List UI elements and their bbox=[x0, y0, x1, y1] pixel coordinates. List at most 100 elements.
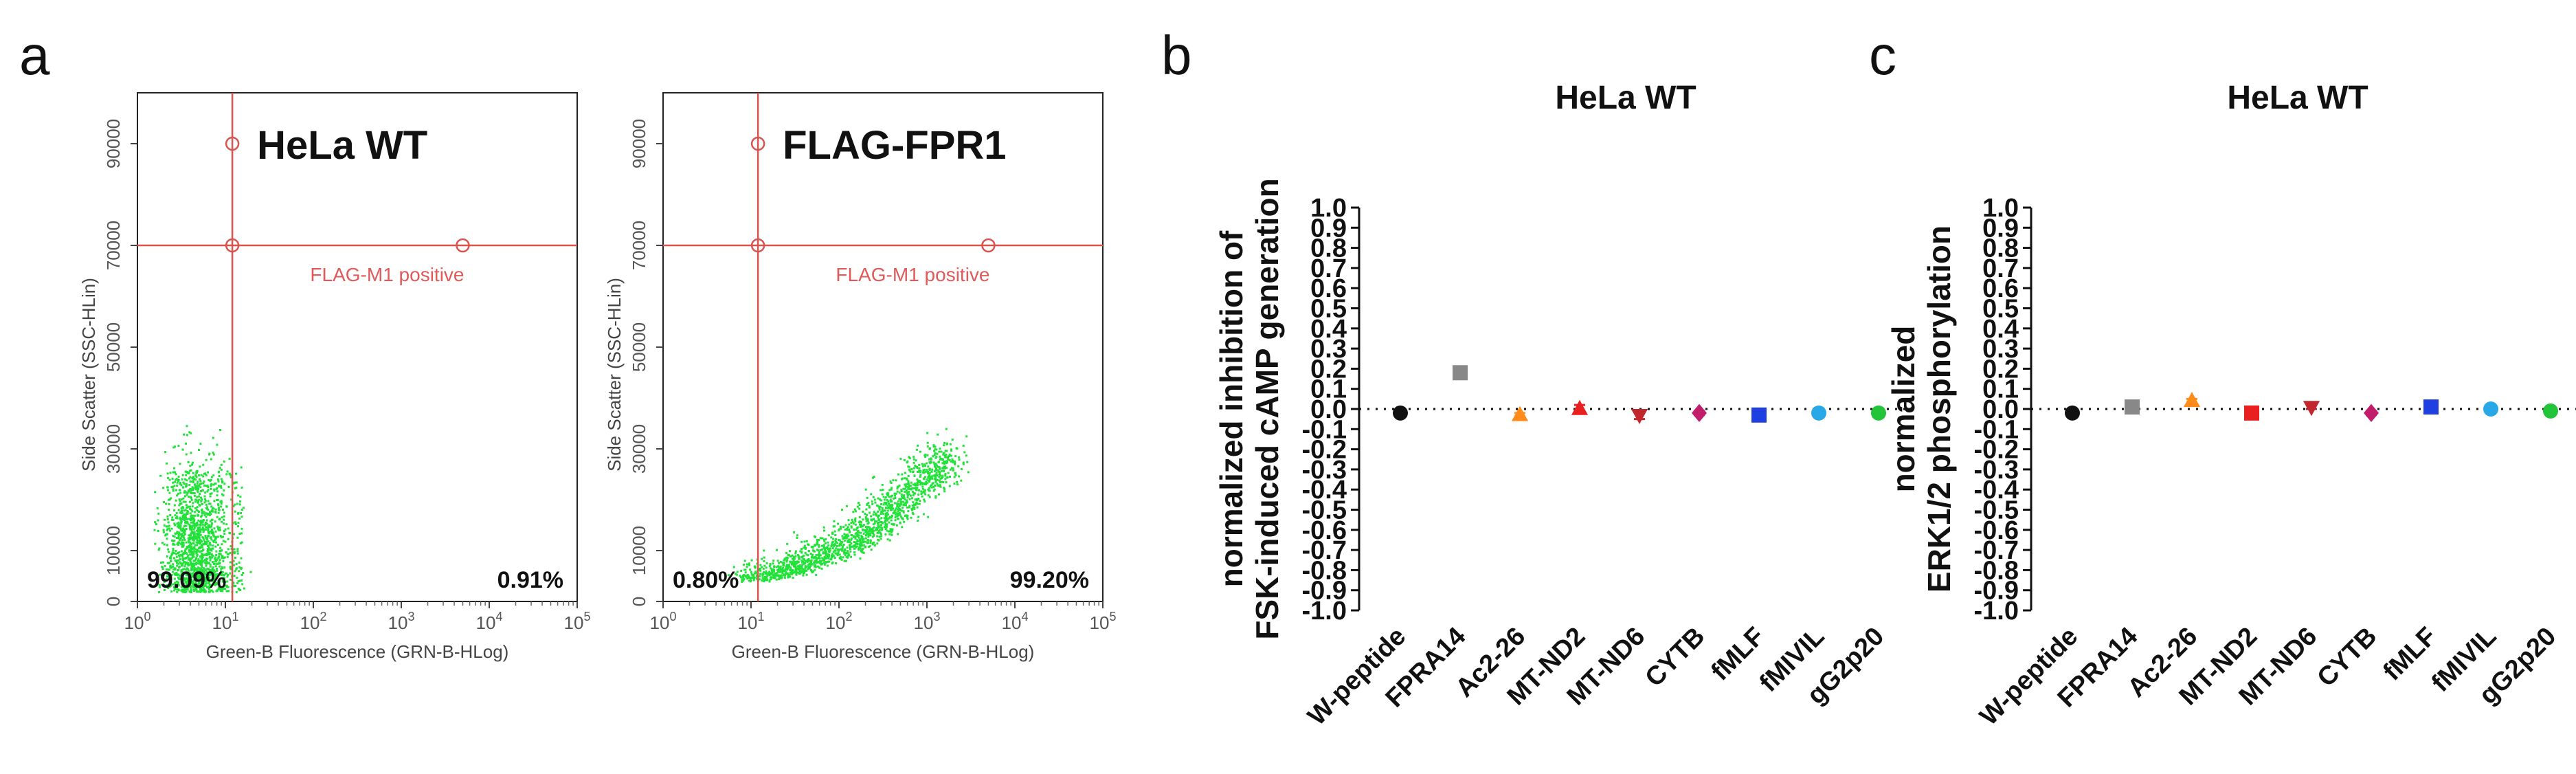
event-dot bbox=[932, 474, 935, 477]
event-dot bbox=[208, 526, 211, 529]
event-dot bbox=[923, 477, 925, 480]
event-dot bbox=[816, 565, 819, 568]
event-dot bbox=[208, 577, 210, 580]
event-dot bbox=[945, 456, 948, 458]
event-dot bbox=[220, 468, 223, 471]
event-dot bbox=[192, 539, 195, 542]
event-dot bbox=[902, 510, 905, 513]
event-dot bbox=[170, 486, 173, 488]
event-dot bbox=[208, 585, 211, 588]
event-dot bbox=[739, 575, 741, 577]
event-dot bbox=[240, 541, 243, 544]
y-tick-label: 50000 bbox=[103, 322, 124, 372]
event-dot bbox=[919, 475, 921, 478]
event-dot bbox=[229, 568, 232, 571]
event-dot bbox=[210, 478, 212, 481]
event-dot bbox=[173, 589, 176, 592]
event-dot bbox=[927, 516, 930, 518]
event-dot bbox=[926, 478, 928, 481]
event-dot bbox=[249, 571, 252, 573]
event-dot bbox=[917, 494, 920, 496]
event-dot bbox=[234, 510, 236, 513]
event-dot bbox=[818, 544, 820, 546]
event-dot bbox=[176, 525, 179, 528]
event-dot bbox=[779, 560, 782, 563]
event-dot bbox=[222, 586, 225, 588]
event-dot bbox=[803, 559, 806, 562]
event-dot bbox=[192, 524, 195, 527]
event-dot bbox=[204, 541, 206, 544]
event-dot bbox=[204, 558, 206, 561]
event-dot bbox=[944, 474, 947, 477]
event-dot bbox=[805, 569, 808, 572]
event-dot bbox=[859, 547, 862, 550]
event-dot bbox=[172, 540, 175, 542]
event-dot bbox=[183, 589, 186, 592]
event-dot bbox=[856, 539, 859, 542]
event-dot bbox=[186, 571, 188, 574]
event-dot bbox=[210, 557, 212, 560]
event-dot bbox=[844, 549, 847, 551]
data-point bbox=[2244, 405, 2259, 421]
event-dot bbox=[196, 506, 199, 509]
event-dot bbox=[220, 478, 223, 480]
event-dot bbox=[794, 550, 797, 553]
event-dot bbox=[197, 578, 200, 581]
event-dot bbox=[216, 478, 219, 480]
event-dot bbox=[197, 571, 199, 573]
event-dot bbox=[847, 554, 849, 557]
event-dot bbox=[208, 584, 211, 586]
event-dot bbox=[174, 559, 177, 562]
event-dot bbox=[930, 475, 933, 478]
event-dot bbox=[192, 514, 194, 517]
event-dot bbox=[953, 483, 956, 485]
y-tick-label: -0.5 bbox=[1974, 496, 2019, 525]
event-dot bbox=[204, 535, 207, 537]
event-dot bbox=[933, 450, 936, 452]
event-dot bbox=[897, 518, 899, 520]
event-dot bbox=[183, 568, 186, 571]
event-dot bbox=[921, 483, 924, 485]
event-dot bbox=[895, 507, 897, 510]
event-dot bbox=[834, 540, 837, 542]
event-dot bbox=[919, 500, 921, 502]
x-tick-label: 105 bbox=[1090, 610, 1117, 633]
event-dot bbox=[912, 494, 915, 496]
event-dot bbox=[165, 525, 168, 528]
event-dot bbox=[833, 520, 836, 522]
event-dot bbox=[194, 548, 197, 551]
event-dot bbox=[923, 472, 926, 474]
event-dot bbox=[840, 509, 843, 511]
event-dot bbox=[900, 490, 903, 493]
event-dot bbox=[179, 491, 182, 494]
event-dot bbox=[811, 571, 814, 574]
event-dot bbox=[960, 467, 963, 470]
event-dot bbox=[931, 468, 934, 471]
event-dot bbox=[207, 513, 209, 516]
event-dot bbox=[891, 487, 893, 489]
event-dot bbox=[815, 554, 818, 557]
y-tick-label: 70000 bbox=[103, 221, 124, 270]
event-dot bbox=[203, 590, 205, 593]
event-dot bbox=[227, 485, 230, 488]
event-dot bbox=[927, 470, 929, 473]
event-dot bbox=[172, 547, 175, 550]
event-dot bbox=[186, 471, 188, 474]
event-dot bbox=[208, 588, 210, 591]
event-dot bbox=[890, 531, 893, 534]
event-dot bbox=[223, 530, 225, 533]
event-dot bbox=[181, 529, 183, 532]
event-dot bbox=[185, 513, 187, 516]
event-dot bbox=[877, 531, 880, 534]
event-dot bbox=[908, 498, 911, 500]
event-dot bbox=[893, 509, 896, 512]
event-dot bbox=[869, 533, 871, 536]
event-dot bbox=[906, 518, 909, 520]
event-dot bbox=[910, 494, 912, 497]
event-dot bbox=[886, 523, 888, 526]
event-dot bbox=[216, 569, 219, 572]
y-tick-label: 0.0 bbox=[1310, 395, 1347, 424]
event-dot bbox=[743, 574, 746, 577]
event-dot bbox=[870, 528, 873, 531]
event-dot bbox=[848, 554, 851, 557]
